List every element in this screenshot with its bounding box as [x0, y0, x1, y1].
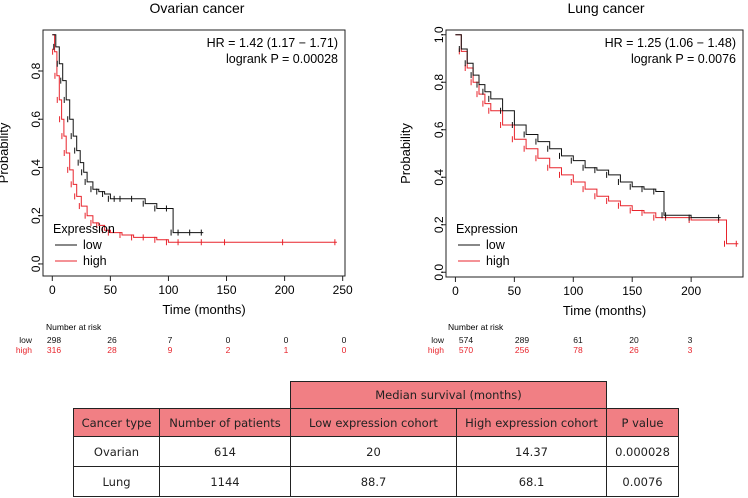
risk-row-label-low: low	[19, 335, 33, 345]
x-tick-label: 0	[452, 284, 459, 298]
risk-value-high: 1	[284, 345, 289, 355]
risk-value-high: 570	[459, 345, 473, 355]
table-cell: 1144	[159, 466, 291, 497]
table-cell: 14.37	[456, 436, 607, 467]
col-high-expression-cohort: High expression cohort	[456, 408, 607, 437]
survival-curve-low	[455, 34, 721, 219]
hazard-ratio-text: HR = 1.42 (1.17 − 1.71)	[207, 36, 338, 50]
table-cell: Ovarian	[73, 436, 160, 467]
table-cell: 0.0076	[606, 466, 679, 497]
risk-value-high: 0	[342, 345, 347, 355]
table-cell: 614	[159, 436, 291, 467]
table-cell: 0.000028	[606, 436, 679, 467]
legend-label-high: high	[83, 254, 107, 268]
risk-value-low: 298	[47, 335, 61, 345]
x-tick-label: 0	[49, 283, 56, 297]
x-tick-label: 150	[217, 283, 237, 297]
risk-value-low: 61	[573, 335, 583, 345]
risk-value-low: 0	[284, 335, 289, 345]
logrank-p-text: logrank P = 0.00028	[226, 52, 338, 66]
plot-frame	[445, 29, 744, 278]
y-tick-label: 0.4	[432, 169, 446, 186]
col-low-expression-cohort: Low expression cohort	[290, 408, 457, 437]
hazard-ratio-text: HR = 1.25 (1.06 − 1.48)	[605, 36, 736, 50]
survival-curve-high	[455, 34, 739, 245]
risk-value-low: 289	[515, 335, 529, 345]
chart-title: Ovarian cancer	[150, 0, 245, 16]
table-row: Lung 1144 88.7 68.1 0.0076	[73, 466, 679, 497]
risk-row-label-high: high	[16, 345, 32, 355]
legend-title: Expression	[456, 222, 518, 236]
risk-value-high: 26	[629, 345, 639, 355]
y-tick-label: 1.0	[432, 26, 446, 43]
lung-km-chart: Lung cancer 0 50 100 150 200 0.0 0.2 0.4 0.6 0.8 1.…	[398, 0, 744, 355]
risk-value-low: 0	[342, 335, 347, 345]
y-tick-label: 0.8	[29, 62, 43, 79]
risk-value-high: 78	[573, 345, 583, 355]
x-tick-label: 100	[563, 284, 583, 298]
logrank-p-text: logrank P = 0.0076	[631, 52, 736, 66]
y-tick-label: 0.8	[432, 74, 446, 91]
risk-row-label-high: high	[428, 345, 444, 355]
y-tick-label: 0.4	[29, 159, 43, 176]
y-axis-label: Probability	[0, 122, 11, 183]
plot-frame	[42, 29, 346, 277]
legend-label-high: high	[486, 254, 510, 268]
col-number-of-patients: Number of patients	[159, 408, 291, 437]
y-tick-label: 0.2	[432, 216, 446, 233]
risk-value-low: 26	[107, 335, 117, 345]
y-tick-label: 0.0	[432, 264, 446, 281]
table-cell: 20	[290, 436, 457, 467]
risk-value-high: 9	[168, 345, 173, 355]
table-cell: 68.1	[456, 466, 607, 497]
survival-curve-low	[52, 34, 204, 234]
y-tick-label: 0.0	[29, 255, 43, 272]
chart-title: Lung cancer	[567, 0, 644, 16]
risk-table-title: Number at risk	[46, 322, 102, 332]
y-tick-label: 0.6	[432, 121, 446, 138]
x-tick-label: 200	[275, 283, 295, 297]
col-cancer-type: Cancer type	[73, 408, 160, 437]
y-tick-label: 0.2	[29, 207, 43, 224]
y-axis-label: Probability	[398, 123, 413, 184]
x-axis-label: Time (months)	[563, 303, 646, 318]
risk-value-high: 2	[226, 345, 231, 355]
risk-value-high: 316	[47, 345, 61, 355]
median-survival-header: Median survival (months)	[290, 381, 607, 409]
x-tick-label: 50	[508, 284, 522, 298]
x-tick-label: 250	[333, 283, 353, 297]
x-tick-label: 150	[622, 284, 642, 298]
legend-label-low: low	[83, 238, 103, 252]
table-cell: Lung	[73, 466, 160, 497]
x-axis-label: Time (months)	[162, 302, 245, 317]
x-tick-label: 100	[158, 283, 178, 297]
risk-value-low: 3	[688, 335, 693, 345]
risk-value-low: 7	[168, 335, 173, 345]
table-cell: 88.7	[290, 466, 457, 497]
risk-value-low: 574	[459, 335, 473, 345]
survival-curve-high	[52, 34, 337, 243]
legend-label-low: low	[486, 238, 506, 252]
risk-value-high: 28	[107, 345, 117, 355]
risk-value-low: 20	[629, 335, 639, 345]
y-tick-label: 0.6	[29, 111, 43, 128]
median-survival-table: Median survival (months) Cancer type Num…	[73, 381, 679, 497]
x-tick-label: 200	[681, 284, 701, 298]
risk-value-low: 0	[226, 335, 231, 345]
col-p-value: P value	[606, 408, 679, 437]
risk-value-high: 3	[688, 345, 693, 355]
legend-title: Expression	[53, 222, 115, 236]
risk-value-high: 256	[515, 345, 529, 355]
x-tick-label: 50	[104, 283, 118, 297]
risk-row-label-low: low	[431, 335, 445, 345]
risk-table-title: Number at risk	[448, 322, 504, 332]
table-row: Ovarian 614 20 14.37 0.000028	[73, 436, 679, 467]
